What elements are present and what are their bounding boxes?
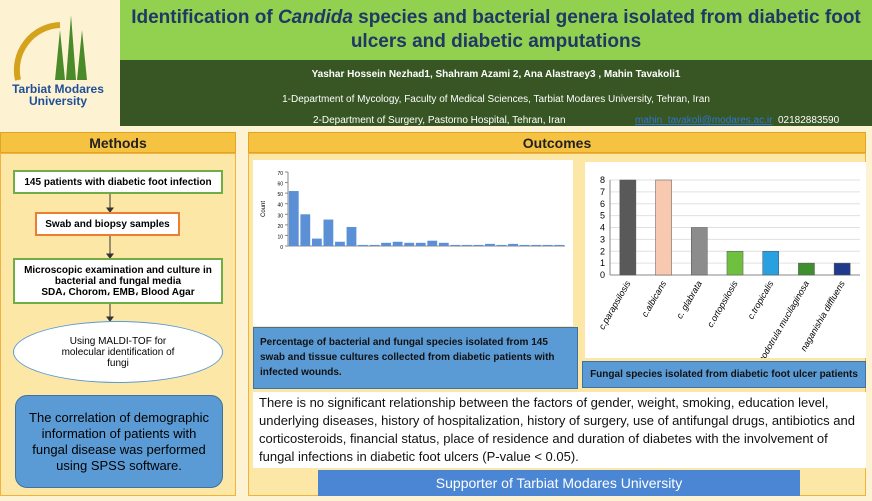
chart: 0 10 20 30 40 50 60 70 Count bbox=[253, 160, 573, 326]
title-text: species and bacterial genera isolated fr… bbox=[350, 7, 861, 52]
step-box: Swab and biopsy samples bbox=[35, 212, 180, 236]
x-tick-label: c.albicans bbox=[640, 279, 669, 319]
logo-arc bbox=[13, 22, 61, 81]
y-axis-label: Count bbox=[261, 201, 267, 217]
bar bbox=[542, 244, 553, 246]
bar bbox=[508, 243, 518, 246]
bar bbox=[554, 244, 565, 246]
y-tick-label: 10 bbox=[277, 234, 283, 240]
logo-trees bbox=[55, 15, 87, 80]
y-tick-label: 2 bbox=[600, 246, 605, 256]
affiliation: 2-Department of Surgery, Pastorno Hospit… bbox=[313, 115, 566, 126]
y-tick-label: 4 bbox=[600, 223, 605, 233]
note-box: The correlation of demographic informati… bbox=[15, 395, 223, 488]
bar bbox=[392, 241, 403, 246]
bar bbox=[833, 262, 851, 276]
step-ellipse: Using MALDI-TOF for molecular identifica… bbox=[13, 321, 223, 383]
affiliation: 1-Department of Mycology, Faculty of Med… bbox=[282, 94, 710, 105]
bar bbox=[461, 244, 472, 246]
logo-text: University bbox=[29, 94, 87, 108]
step-box: 145 patients with diabetic foot infectio… bbox=[13, 170, 223, 194]
step-text: SDA، Chorom، EMB، Blood Agar bbox=[41, 286, 195, 298]
logo: Tarbiat Modares University bbox=[12, 15, 104, 108]
bar bbox=[346, 226, 357, 246]
y-tick-label: 1 bbox=[600, 258, 605, 268]
bar bbox=[485, 243, 495, 246]
bar bbox=[358, 244, 368, 246]
bar bbox=[427, 240, 438, 246]
x-tick-label: c.parapsilosis bbox=[597, 279, 633, 332]
title-text: Identification of bbox=[131, 7, 278, 28]
bar bbox=[438, 242, 449, 246]
chart: 0 1 2 34 5 6 7 8 c.parapsilosis c.albicans c. glab… bbox=[585, 162, 866, 358]
arrows bbox=[106, 193, 114, 322]
bar bbox=[311, 238, 322, 246]
y-tick-label: 70 bbox=[277, 171, 283, 177]
bar bbox=[726, 251, 744, 276]
caption: Percentage of bacterial and fungal speci… bbox=[253, 327, 578, 389]
section-heading: Methods bbox=[0, 132, 236, 153]
caption: Fungal species isolated from diabetic fo… bbox=[582, 361, 866, 388]
y-tick-label: 8 bbox=[600, 175, 605, 185]
bar bbox=[415, 242, 426, 246]
bar bbox=[762, 251, 780, 276]
y-tick-label: 20 bbox=[277, 224, 283, 230]
conclusion: There is no significant relationship bet… bbox=[253, 392, 866, 468]
bar bbox=[619, 179, 637, 276]
y-tick-label: 5 bbox=[600, 211, 605, 221]
y-tick-label: 60 bbox=[277, 182, 283, 188]
logo-text: Tarbiat Modares bbox=[12, 82, 104, 96]
bar bbox=[450, 244, 461, 246]
bar bbox=[798, 262, 815, 276]
x-tick-label: c.tropicalis bbox=[746, 279, 776, 321]
bar bbox=[473, 244, 484, 246]
title: Identification of Candida species and ba… bbox=[120, 0, 872, 60]
title-italic: Candida bbox=[277, 7, 353, 28]
bar bbox=[381, 242, 392, 246]
x-tick-label: c. glabrata bbox=[674, 279, 704, 320]
step-text: Microscopic examination and culture in b… bbox=[24, 264, 212, 287]
bar bbox=[691, 227, 708, 276]
section-heading: Outcomes bbox=[248, 132, 866, 153]
bar bbox=[288, 191, 299, 246]
bar bbox=[531, 244, 542, 246]
y-tick-label: 0 bbox=[600, 270, 605, 280]
bar bbox=[323, 219, 334, 246]
bar bbox=[519, 244, 530, 246]
y-tick-label: 40 bbox=[277, 203, 283, 209]
y-tick-label: 30 bbox=[277, 213, 283, 219]
bar bbox=[335, 241, 345, 246]
supporter: Supporter of Tarbiat Modares University bbox=[318, 470, 800, 496]
x-tick-label: c.ortopsilosis bbox=[705, 279, 740, 329]
phone: 02182883590 bbox=[778, 115, 840, 126]
bar bbox=[300, 214, 311, 246]
y-tick-label: 0 bbox=[280, 245, 283, 251]
bar bbox=[369, 244, 380, 246]
y-tick-label: 7 bbox=[600, 187, 605, 197]
step-box: Microscopic examination and culture in b… bbox=[13, 258, 223, 304]
bar bbox=[655, 179, 672, 276]
email[interactable]: mahin_tavakoli@modares.ac.ir bbox=[635, 115, 773, 126]
bar bbox=[404, 242, 415, 246]
y-tick-label: 3 bbox=[600, 234, 605, 244]
authors-band: Yashar Hossein Nezhad1, Shahram Azami 2,… bbox=[120, 60, 872, 126]
y-tick-label: 50 bbox=[277, 192, 283, 198]
bar bbox=[496, 244, 507, 246]
y-tick-label: 6 bbox=[600, 199, 605, 209]
authors: Yashar Hossein Nezhad1, Shahram Azami 2,… bbox=[311, 69, 681, 80]
